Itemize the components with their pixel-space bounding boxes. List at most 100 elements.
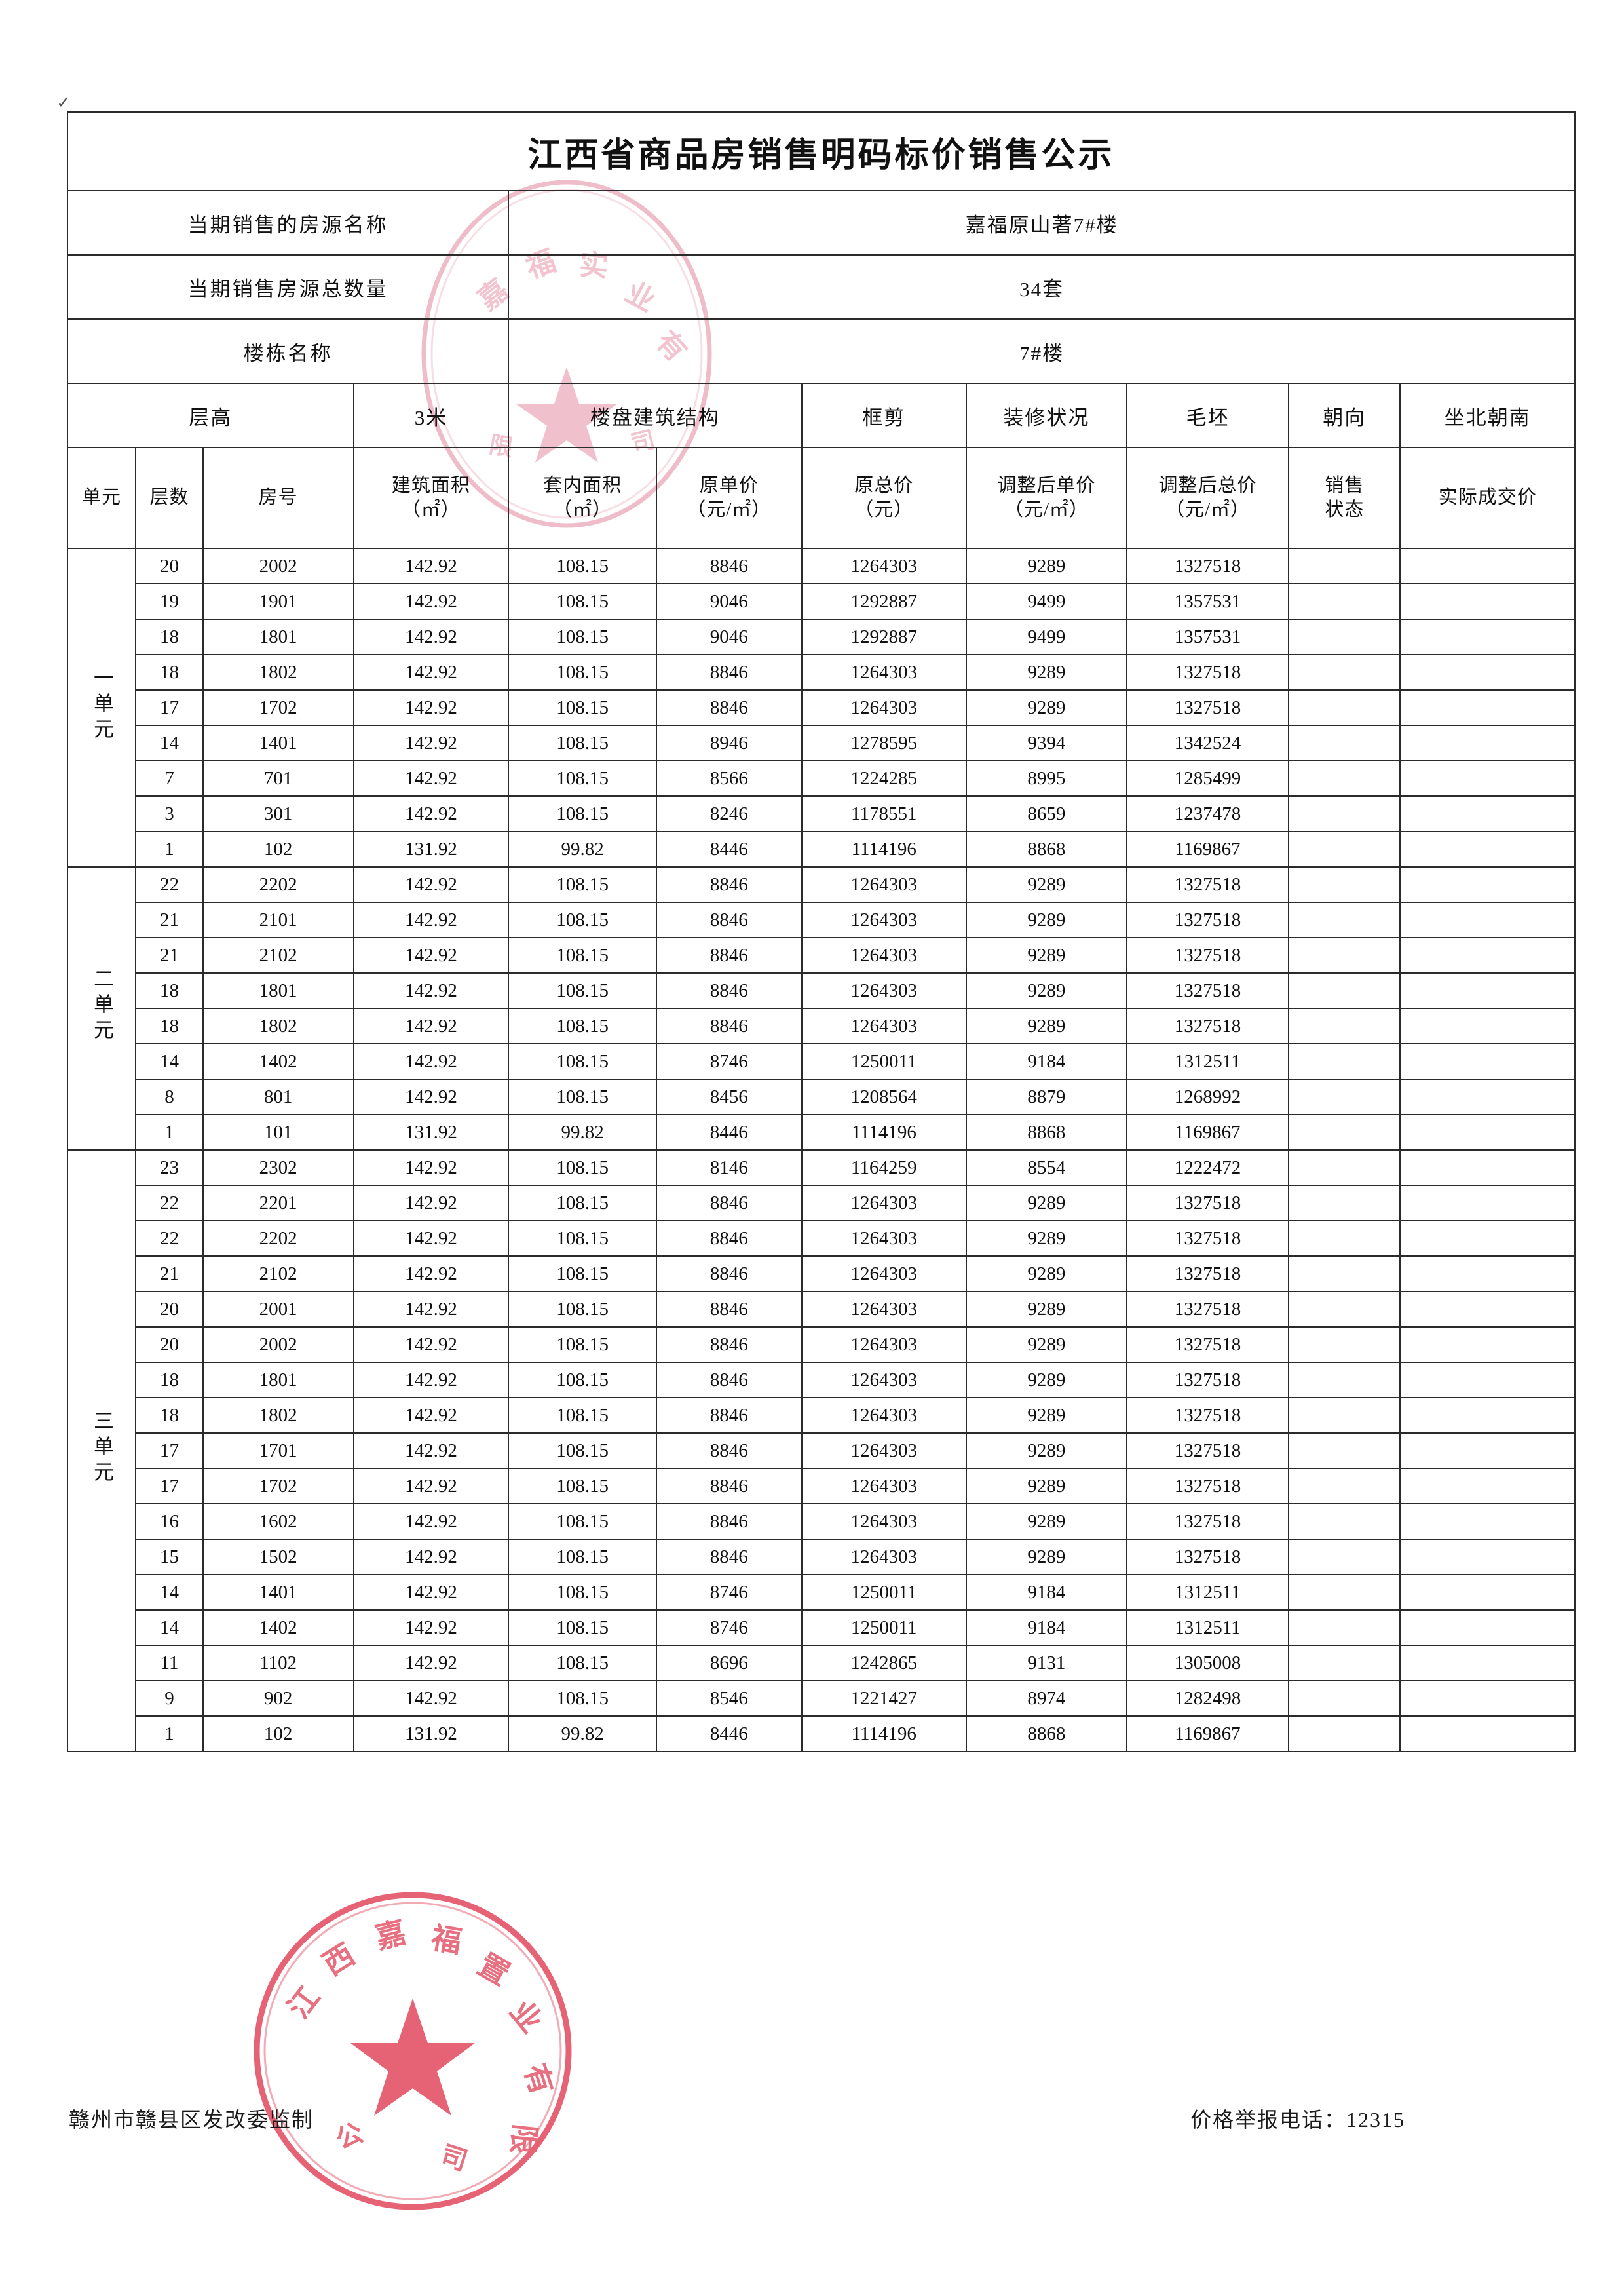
attr-structure-label: 楼盘建筑结构 xyxy=(508,383,803,448)
cell-adj-unit-price: 9289 xyxy=(965,1255,1127,1292)
cell-orig-unit-price: 8846 xyxy=(655,1255,803,1292)
cell-inner-area: 99.82 xyxy=(508,831,657,868)
table-row: 21 2102 142.92 108.15 8846 1264303 9289 1327518 xyxy=(67,1255,1576,1292)
cell-adj-unit-price: 8868 xyxy=(965,1715,1127,1752)
info-row-total-count: 当期销售房源总数量 34套 xyxy=(66,254,1576,320)
cell-adj-total-price: 1327518 xyxy=(1125,1539,1290,1575)
cell-floor: 15 xyxy=(135,1539,204,1575)
cell-sale-status xyxy=(1288,1645,1401,1681)
cell-floor: 21 xyxy=(135,902,204,938)
cell-adj-total-price: 1327518 xyxy=(1125,902,1290,938)
cell-inner-area: 108.15 xyxy=(508,902,657,938)
cell-sale-status xyxy=(1288,972,1401,1009)
cell-actual-price xyxy=(1399,1043,1576,1080)
cell-actual-price xyxy=(1399,1503,1576,1540)
cell-room: 2202 xyxy=(202,866,354,903)
footer-issuer: 赣州市赣县区发改委监制 xyxy=(69,2108,314,2132)
table-row: 14 1401 142.92 108.15 8746 1250011 9184 1312511 xyxy=(67,1574,1576,1611)
cell-room: 1102 xyxy=(202,1645,354,1681)
cell-orig-unit-price: 8846 xyxy=(655,1008,803,1044)
cell-inner-area: 108.15 xyxy=(508,1468,657,1504)
cell-gross-area: 142.92 xyxy=(352,972,510,1009)
cell-inner-area: 108.15 xyxy=(508,725,657,761)
cell-orig-total-price: 1164259 xyxy=(801,1149,967,1186)
cell-orig-unit-price: 8846 xyxy=(655,1220,803,1257)
cell-orig-unit-price: 8846 xyxy=(655,1503,803,1540)
cell-actual-price xyxy=(1399,1291,1576,1328)
cell-orig-total-price: 1224285 xyxy=(801,760,967,797)
cell-sale-status xyxy=(1288,1326,1401,1363)
cell-adj-total-price: 1327518 xyxy=(1125,1220,1290,1257)
cell-orig-unit-price: 8846 xyxy=(655,972,803,1009)
table-row: 15 1502 142.92 108.15 8846 1264303 9289 1327518 xyxy=(67,1539,1576,1575)
cell-adj-total-price: 1312511 xyxy=(1125,1609,1290,1646)
cell-orig-total-price: 1114196 xyxy=(801,831,967,868)
cell-gross-area: 142.92 xyxy=(352,1185,510,1221)
table-row: 1 102 131.92 99.82 8446 1114196 8868 1169867 xyxy=(67,831,1576,868)
svg-text:江: 江 xyxy=(282,1981,327,2025)
cell-adj-unit-price: 9289 xyxy=(965,654,1127,691)
cell-sale-status xyxy=(1288,1079,1401,1115)
svg-text:有: 有 xyxy=(518,2059,559,2099)
cell-floor: 20 xyxy=(135,548,204,584)
cell-inner-area: 108.15 xyxy=(508,795,657,832)
cell-gross-area: 142.92 xyxy=(352,760,510,797)
cell-orig-unit-price: 8696 xyxy=(655,1645,803,1681)
cell-inner-area: 108.15 xyxy=(508,1079,657,1115)
cell-sale-status xyxy=(1288,760,1401,797)
col-header-floor: 层数 xyxy=(135,447,204,549)
col-header-room: 房号 xyxy=(202,447,354,549)
cell-adj-unit-price: 9289 xyxy=(965,1326,1127,1363)
cell-gross-area: 142.92 xyxy=(352,1220,510,1257)
cell-gross-area: 142.92 xyxy=(352,1043,510,1080)
cell-floor: 20 xyxy=(135,1326,204,1363)
cell-actual-price xyxy=(1399,1680,1576,1717)
table-row: 三单元 23 2302 142.92 108.15 8146 1164259 8554 1222… xyxy=(66,1149,1576,1752)
cell-gross-area: 142.92 xyxy=(352,1149,510,1186)
cell-adj-total-price: 1342524 xyxy=(1125,725,1290,761)
col-header-adj-total-price: 调整后总价 （元/㎡） xyxy=(1125,447,1290,549)
cell-inner-area: 108.15 xyxy=(508,1645,657,1681)
cell-adj-unit-price: 9131 xyxy=(965,1645,1127,1681)
cell-room: 1502 xyxy=(202,1539,354,1575)
stray-check-mark: ✓ xyxy=(56,93,71,113)
table-row: 18 1801 142.92 108.15 8846 1264303 9289 1327518 xyxy=(67,972,1576,1009)
cell-room: 1801 xyxy=(202,619,354,655)
table-row: 17 1702 142.92 108.15 8846 1264303 9289 1327518 xyxy=(67,689,1576,726)
column-header-row: 单元 层数 房号 建筑面积 （㎡） xyxy=(66,447,1576,549)
cell-floor: 14 xyxy=(135,1574,204,1611)
cell-room: 1801 xyxy=(202,1362,354,1398)
cell-adj-unit-price: 8879 xyxy=(965,1079,1127,1115)
cell-sale-status xyxy=(1288,1220,1401,1257)
cell-floor: 1 xyxy=(135,1715,204,1752)
table-row: 20 2002 142.92 108.15 8846 1264303 9289 1327518 xyxy=(67,1326,1576,1363)
cell-inner-area: 108.15 xyxy=(508,1680,657,1717)
cell-orig-unit-price: 8446 xyxy=(655,1114,803,1151)
cell-adj-total-price: 1169867 xyxy=(1125,831,1290,868)
footer-hotline: 价格举报电话：12315 xyxy=(1190,2108,1405,2132)
col-header-adj-unit-price: 调整后单价 （元/㎡） xyxy=(965,447,1127,549)
cell-orig-total-price: 1264303 xyxy=(801,1468,967,1504)
col-header-orig-total-price: 原总价 （元） xyxy=(801,447,967,549)
cell-orig-total-price: 1264303 xyxy=(801,1008,967,1044)
cell-adj-unit-price: 9289 xyxy=(965,972,1127,1009)
cell-actual-price xyxy=(1399,1008,1576,1044)
cell-room: 902 xyxy=(202,1680,354,1717)
cell-actual-price xyxy=(1399,1609,1576,1646)
cell-inner-area: 108.15 xyxy=(508,1397,657,1434)
cell-floor: 3 xyxy=(135,795,204,832)
cell-gross-area: 142.92 xyxy=(352,902,510,938)
cell-inner-area: 108.15 xyxy=(508,583,657,620)
cell-orig-total-price: 1264303 xyxy=(801,1326,967,1363)
attr-floor-height-value: 3米 xyxy=(352,383,510,448)
cell-gross-area: 142.92 xyxy=(352,1503,510,1540)
col-header-unit: 单元 xyxy=(66,447,137,549)
cell-gross-area: 142.92 xyxy=(352,1609,510,1646)
cell-inner-area: 108.15 xyxy=(508,937,657,974)
cell-inner-area: 108.15 xyxy=(508,1362,657,1398)
cell-inner-area: 108.15 xyxy=(508,548,657,584)
cell-orig-total-price: 1264303 xyxy=(801,866,967,903)
cell-sale-status xyxy=(1288,1503,1401,1540)
unit-label-cell: 三单元 xyxy=(66,1149,137,1752)
cell-gross-area: 142.92 xyxy=(352,1326,510,1363)
